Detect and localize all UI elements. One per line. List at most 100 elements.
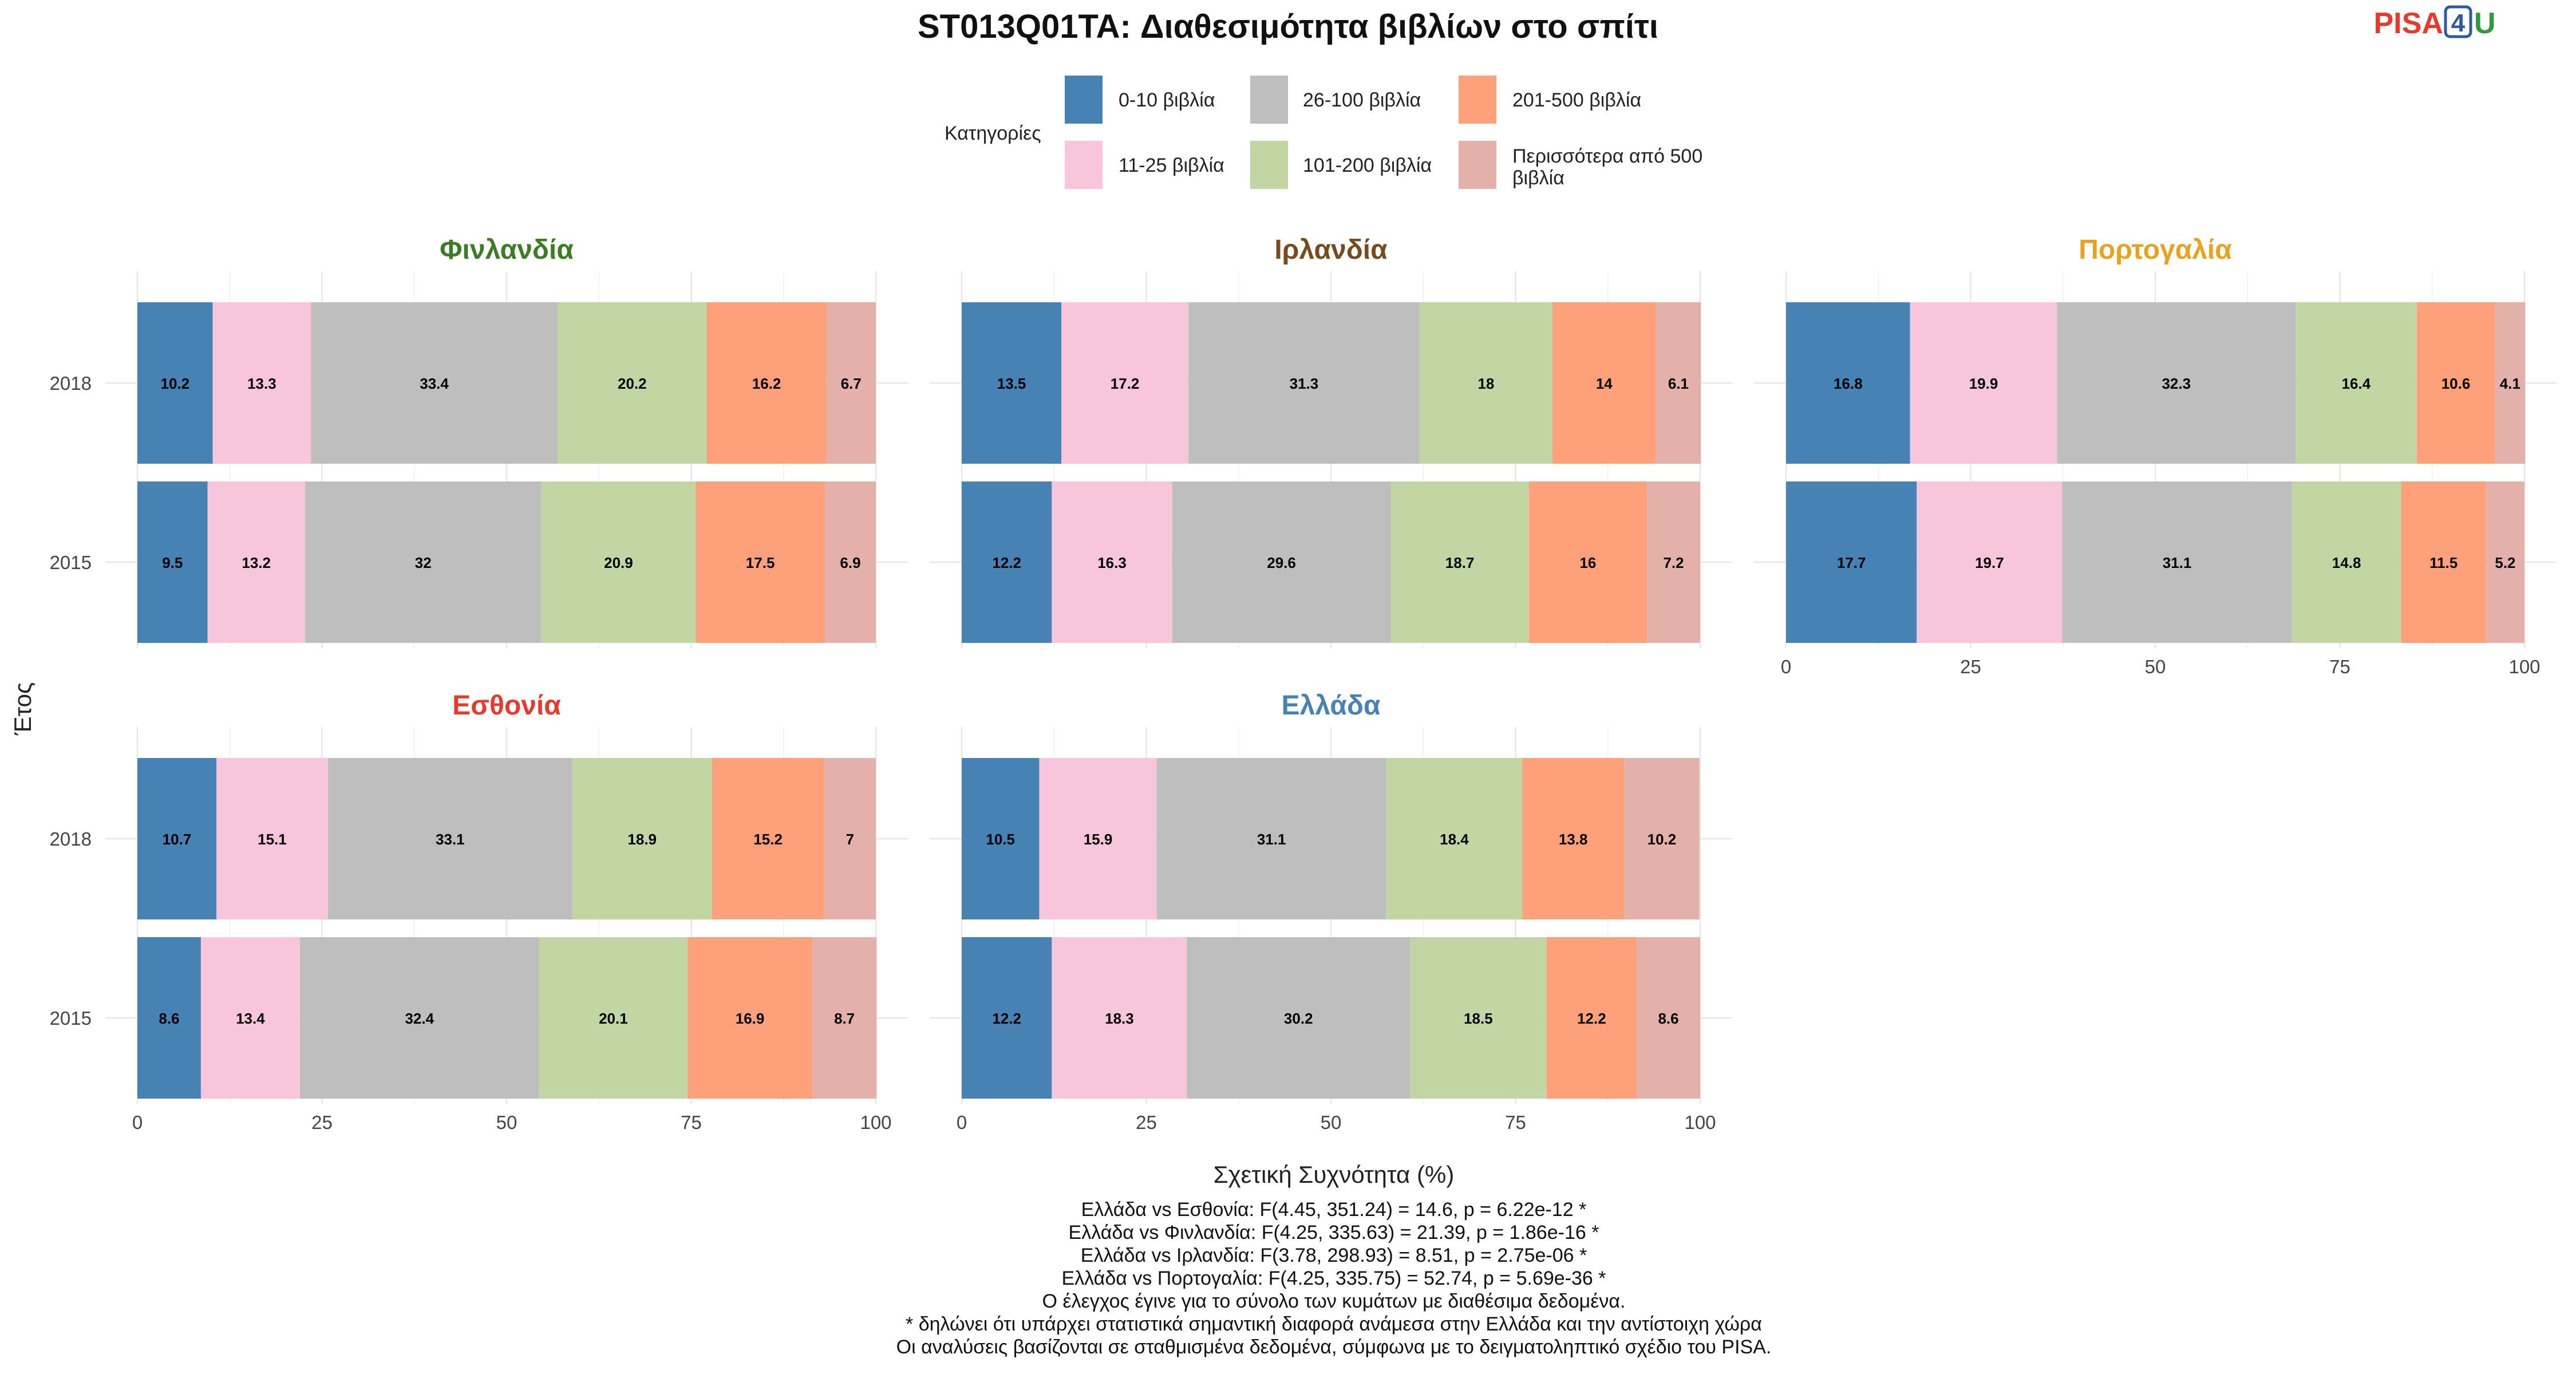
bar-data-label: 32 [415,554,432,571]
legend-label-500-plus-line2: βιβλία [1512,167,1564,189]
x-tick-label: 75 [2329,656,2350,677]
bar-segment-greece-2018-26-100 [1156,758,1386,919]
bar-segment-estonia-2015-101-200 [539,937,688,1099]
panel-finland: Φινλανδία 2018 10.2 13.3 33.4 20.2 16.2 6.7 2015… [50,235,908,648]
bar-segment-ireland-2018-0-10 [962,302,1062,464]
legend-title: Κατηγορίες [945,123,1041,144]
bar-segment-ireland-2018-500-plus [1656,302,1701,464]
x-tick-label: 25 [311,1112,333,1133]
bar-data-label: 18.9 [627,831,657,848]
bar-segment-greece-2015-201-500 [1546,937,1637,1099]
pisa4u-logo: PISA 4 U [2374,5,2496,40]
bar-data-label: 12.2 [992,554,1021,571]
bar-segment-greece-2018-0-10 [962,758,1040,919]
footnote-line: Ελλάδα vs Ιρλανδία: F(3.78, 298.93) = 8.… [1081,1245,1587,1266]
bar-data-label: 16.9 [736,1010,765,1027]
x-tick-label: 75 [681,1112,702,1133]
bar-data-label: 30.2 [1284,1010,1313,1027]
panel-title-ireland: Ιρλανδία [1274,235,1388,265]
bar-segment-greece-2015-500-plus [1637,937,1700,1099]
bar-segment-portugal-2015-0-10 [1786,481,1917,643]
bar-segment-estonia-2015-0-10 [137,937,201,1099]
bar-data-label: 7.2 [1663,554,1684,571]
footnote-line: Ελλάδα vs Φινλανδία: F(4.25, 335.63) = 2… [1069,1222,1599,1243]
bar-data-label: 18.5 [1464,1010,1493,1027]
legend-label-201-500: 201-500 βιβλία [1512,89,1641,111]
legend-swatch-101-200 [1250,141,1288,189]
footnote-line: Οι αναλύσεις βασίζονται σε σταθμισμένα δ… [896,1336,1772,1358]
bar-data-label: 12.2 [992,1010,1021,1027]
x-tick-label: 50 [496,1112,517,1133]
bar-data-label: 9.5 [162,554,183,571]
bar-segment-estonia-2018-11-25 [216,758,328,919]
y-tick-label: 2018 [50,828,92,850]
bar-segment-estonia-2018-26-100 [327,758,572,919]
chart-title: ST013Q01TA: Διαθεσιμότητα βιβλίων στο σπ… [918,8,1658,45]
bar-data-label: 16.4 [2342,375,2371,392]
footnote-line: Ο έλεγχος έγινε για το σύνολο των κυμάτω… [1042,1290,1626,1312]
bar-data-label: 31.1 [1257,831,1286,848]
bar-segment-ireland-2015-11-25 [1052,481,1172,643]
logo-text-u: U [2474,7,2496,40]
bar-data-label: 18.7 [1445,554,1475,571]
footnote-line: Ελλάδα vs Εσθονία: F(4.45, 351.24) = 14.… [1081,1199,1587,1221]
bar-segment-estonia-2018-101-200 [572,758,712,919]
bar-data-label: 16.8 [1834,375,1863,392]
bar-data-label: 10.2 [1647,831,1677,848]
bar-segment-estonia-2015-201-500 [688,937,813,1099]
bar-segment-greece-2018-101-200 [1386,758,1523,919]
x-tick-label: 0 [132,1112,143,1133]
bar-data-label: 7 [846,831,854,848]
bar-segment-finland-2015-201-500 [696,481,825,643]
bar-data-label: 12.2 [1577,1010,1606,1027]
y-tick-label: 2015 [50,552,92,573]
bar-segment-finland-2015-101-200 [541,481,696,643]
legend-label-0-10: 0-10 βιβλία [1119,89,1215,111]
bar-segment-portugal-2018-500-plus [2495,302,2526,464]
panel-title-estonia: Εσθονία [452,690,561,721]
bar-segment-ireland-2015-201-500 [1528,481,1647,643]
bar-data-label: 14.8 [2332,554,2361,571]
bar-segment-estonia-2018-0-10 [137,758,217,919]
x-tick-label: 50 [1321,1112,1342,1133]
y-axis-title: Έτος [9,682,36,736]
y-tick-label: 2018 [50,373,92,394]
legend-label-500-plus-line1: Περισσότερα από 500 [1512,145,1702,167]
bar-data-label: 20.1 [599,1010,628,1027]
bar-data-label: 8.7 [834,1010,855,1027]
x-tick-label: 25 [1136,1112,1157,1133]
bar-segment-portugal-2018-11-25 [1910,302,2057,464]
bar-data-label: 15.2 [753,831,783,848]
bar-segment-finland-2018-101-200 [558,302,707,464]
bar-data-label: 8.6 [159,1010,179,1027]
bar-segment-estonia-2015-11-25 [200,937,300,1099]
bar-segment-portugal-2015-101-200 [2291,481,2401,643]
bar-data-label: 20.2 [618,375,647,392]
bar-data-label: 14 [1596,375,1613,392]
bar-data-label: 19.9 [1969,375,1998,392]
bar-data-label: 17.7 [1837,554,1866,571]
bar-data-label: 13.5 [997,375,1026,392]
bar-segment-ireland-2015-101-200 [1390,481,1529,643]
bar-data-label: 10.7 [163,831,192,848]
bar-segment-ireland-2018-11-25 [1061,302,1189,464]
bar-segment-ireland-2015-26-100 [1172,481,1391,643]
x-tick-label: 100 [860,1112,891,1133]
bar-data-label: 10.5 [986,831,1015,848]
bar-segment-portugal-2018-0-10 [1786,302,1910,464]
x-tick-label: 0 [1781,656,1791,677]
legend-swatch-11-25 [1065,141,1103,189]
bar-segment-estonia-2015-500-plus [812,937,877,1099]
bar-data-label: 17.2 [1111,375,1140,392]
bar-segment-portugal-2018-101-200 [2296,302,2417,464]
bar-data-label: 19.7 [1975,554,2004,571]
panel-portugal: Πορτογαλία 16.8 19.9 32.3 16.4 10.6 4.1 17.7 19.… [1754,235,2557,677]
x-tick-label: 100 [2508,656,2540,677]
bar-data-label: 18.4 [1440,831,1469,848]
bar-segment-finland-2018-11-25 [212,302,311,464]
y-tick-label: 2015 [50,1008,92,1029]
legend-label-11-25: 11-25 βιβλία [1119,155,1224,176]
bar-segment-estonia-2018-500-plus [824,758,876,919]
bar-segment-portugal-2015-500-plus [2486,481,2524,643]
